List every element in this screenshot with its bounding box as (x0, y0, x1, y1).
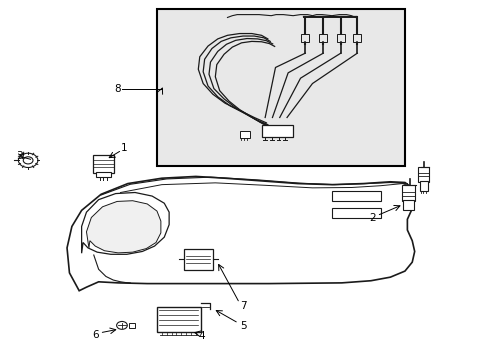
Text: 2: 2 (368, 212, 375, 222)
Bar (93, 155, 114, 173)
Bar (331, 207, 380, 217)
Polygon shape (81, 193, 169, 254)
Text: 1: 1 (121, 143, 127, 153)
Bar (419, 181, 427, 191)
Bar (336, 33, 344, 42)
Bar (319, 33, 326, 42)
Circle shape (23, 157, 33, 164)
Bar (403, 201, 413, 210)
Circle shape (19, 153, 38, 167)
Bar (239, 131, 250, 138)
Text: 7: 7 (239, 301, 246, 311)
Text: 6: 6 (92, 330, 99, 340)
Bar (96, 172, 111, 177)
Text: 5: 5 (239, 321, 246, 331)
Text: 4: 4 (199, 331, 205, 341)
Bar (353, 33, 361, 42)
Bar (157, 307, 201, 332)
Text: 8: 8 (114, 84, 120, 94)
Polygon shape (67, 176, 414, 291)
Bar (417, 167, 428, 182)
Bar (183, 249, 212, 270)
Bar (261, 125, 292, 137)
Circle shape (116, 321, 127, 329)
Bar (301, 33, 308, 42)
Polygon shape (86, 201, 161, 253)
Bar (128, 323, 134, 328)
Bar (401, 185, 414, 202)
Bar (331, 192, 380, 202)
Bar (157, 9, 404, 166)
Text: 3: 3 (16, 151, 22, 161)
